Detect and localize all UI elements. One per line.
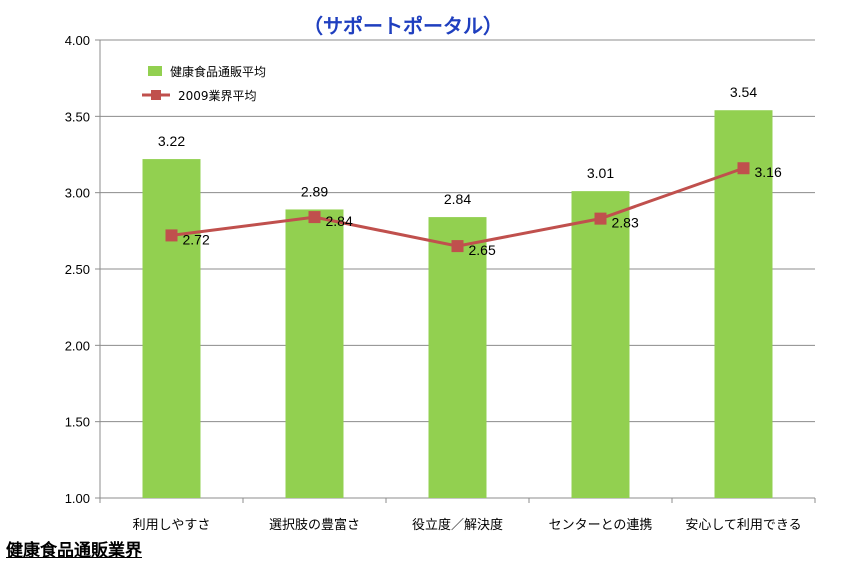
line-data-label: 3.16 (755, 164, 782, 180)
legend-line-label: 2009業界平均 (178, 89, 257, 103)
legend-bar-label: 健康食品通販平均 (170, 64, 266, 79)
line-marker (737, 162, 750, 175)
labels-layer: 利用しやすさ 選択肢の豊富さ 役立度／解決度 センターとの連携 安心して利用できる 3.2… (133, 84, 802, 533)
chart-title: （サポートポータル） (303, 14, 503, 38)
legend: 健康食品通販平均 2009業界平均 (142, 64, 266, 103)
y-tick-label: 3.00 (65, 186, 90, 201)
line-marker (308, 211, 321, 224)
bar-data-label: 3.22 (158, 133, 185, 149)
line-data-label: 2.83 (612, 215, 639, 231)
bar (428, 217, 487, 499)
y-tick-label: 4.00 (65, 33, 90, 48)
x-category-label: 安心して利用できる (685, 518, 801, 533)
bar-data-label: 2.84 (444, 191, 471, 207)
bar-data-label: 3.01 (587, 165, 614, 181)
line-data-label: 2.84 (326, 213, 353, 229)
y-tick-label: 2.00 (65, 338, 90, 353)
line-marker (451, 240, 464, 253)
footer-caption: 健康食品通販業界 (6, 541, 142, 561)
y-tick-label: 2.50 (65, 262, 90, 277)
x-category-label: 利用しやすさ (133, 518, 211, 533)
y-tick-label: 3.50 (65, 109, 90, 124)
legend-line-marker (151, 90, 161, 100)
y-tick-label: 1.00 (65, 491, 90, 506)
x-category-label: センターとの連携 (549, 517, 653, 533)
line-marker (594, 212, 607, 225)
legend-bar-swatch (148, 66, 162, 76)
bar-data-label: 3.54 (730, 84, 757, 100)
line-layer (165, 162, 750, 253)
bars-layer (142, 110, 773, 499)
bar (142, 159, 201, 498)
y-tick-label: 1.50 (65, 415, 90, 430)
line-marker (165, 229, 178, 242)
x-category-label: 役立度／解決度 (412, 517, 503, 533)
bar-data-label: 2.89 (301, 183, 328, 199)
x-category-label: 選択肢の豊富さ (269, 517, 360, 533)
line-data-label: 2.65 (469, 242, 496, 258)
line-data-label: 2.72 (183, 231, 210, 247)
bar (285, 209, 344, 498)
bar (571, 191, 630, 498)
